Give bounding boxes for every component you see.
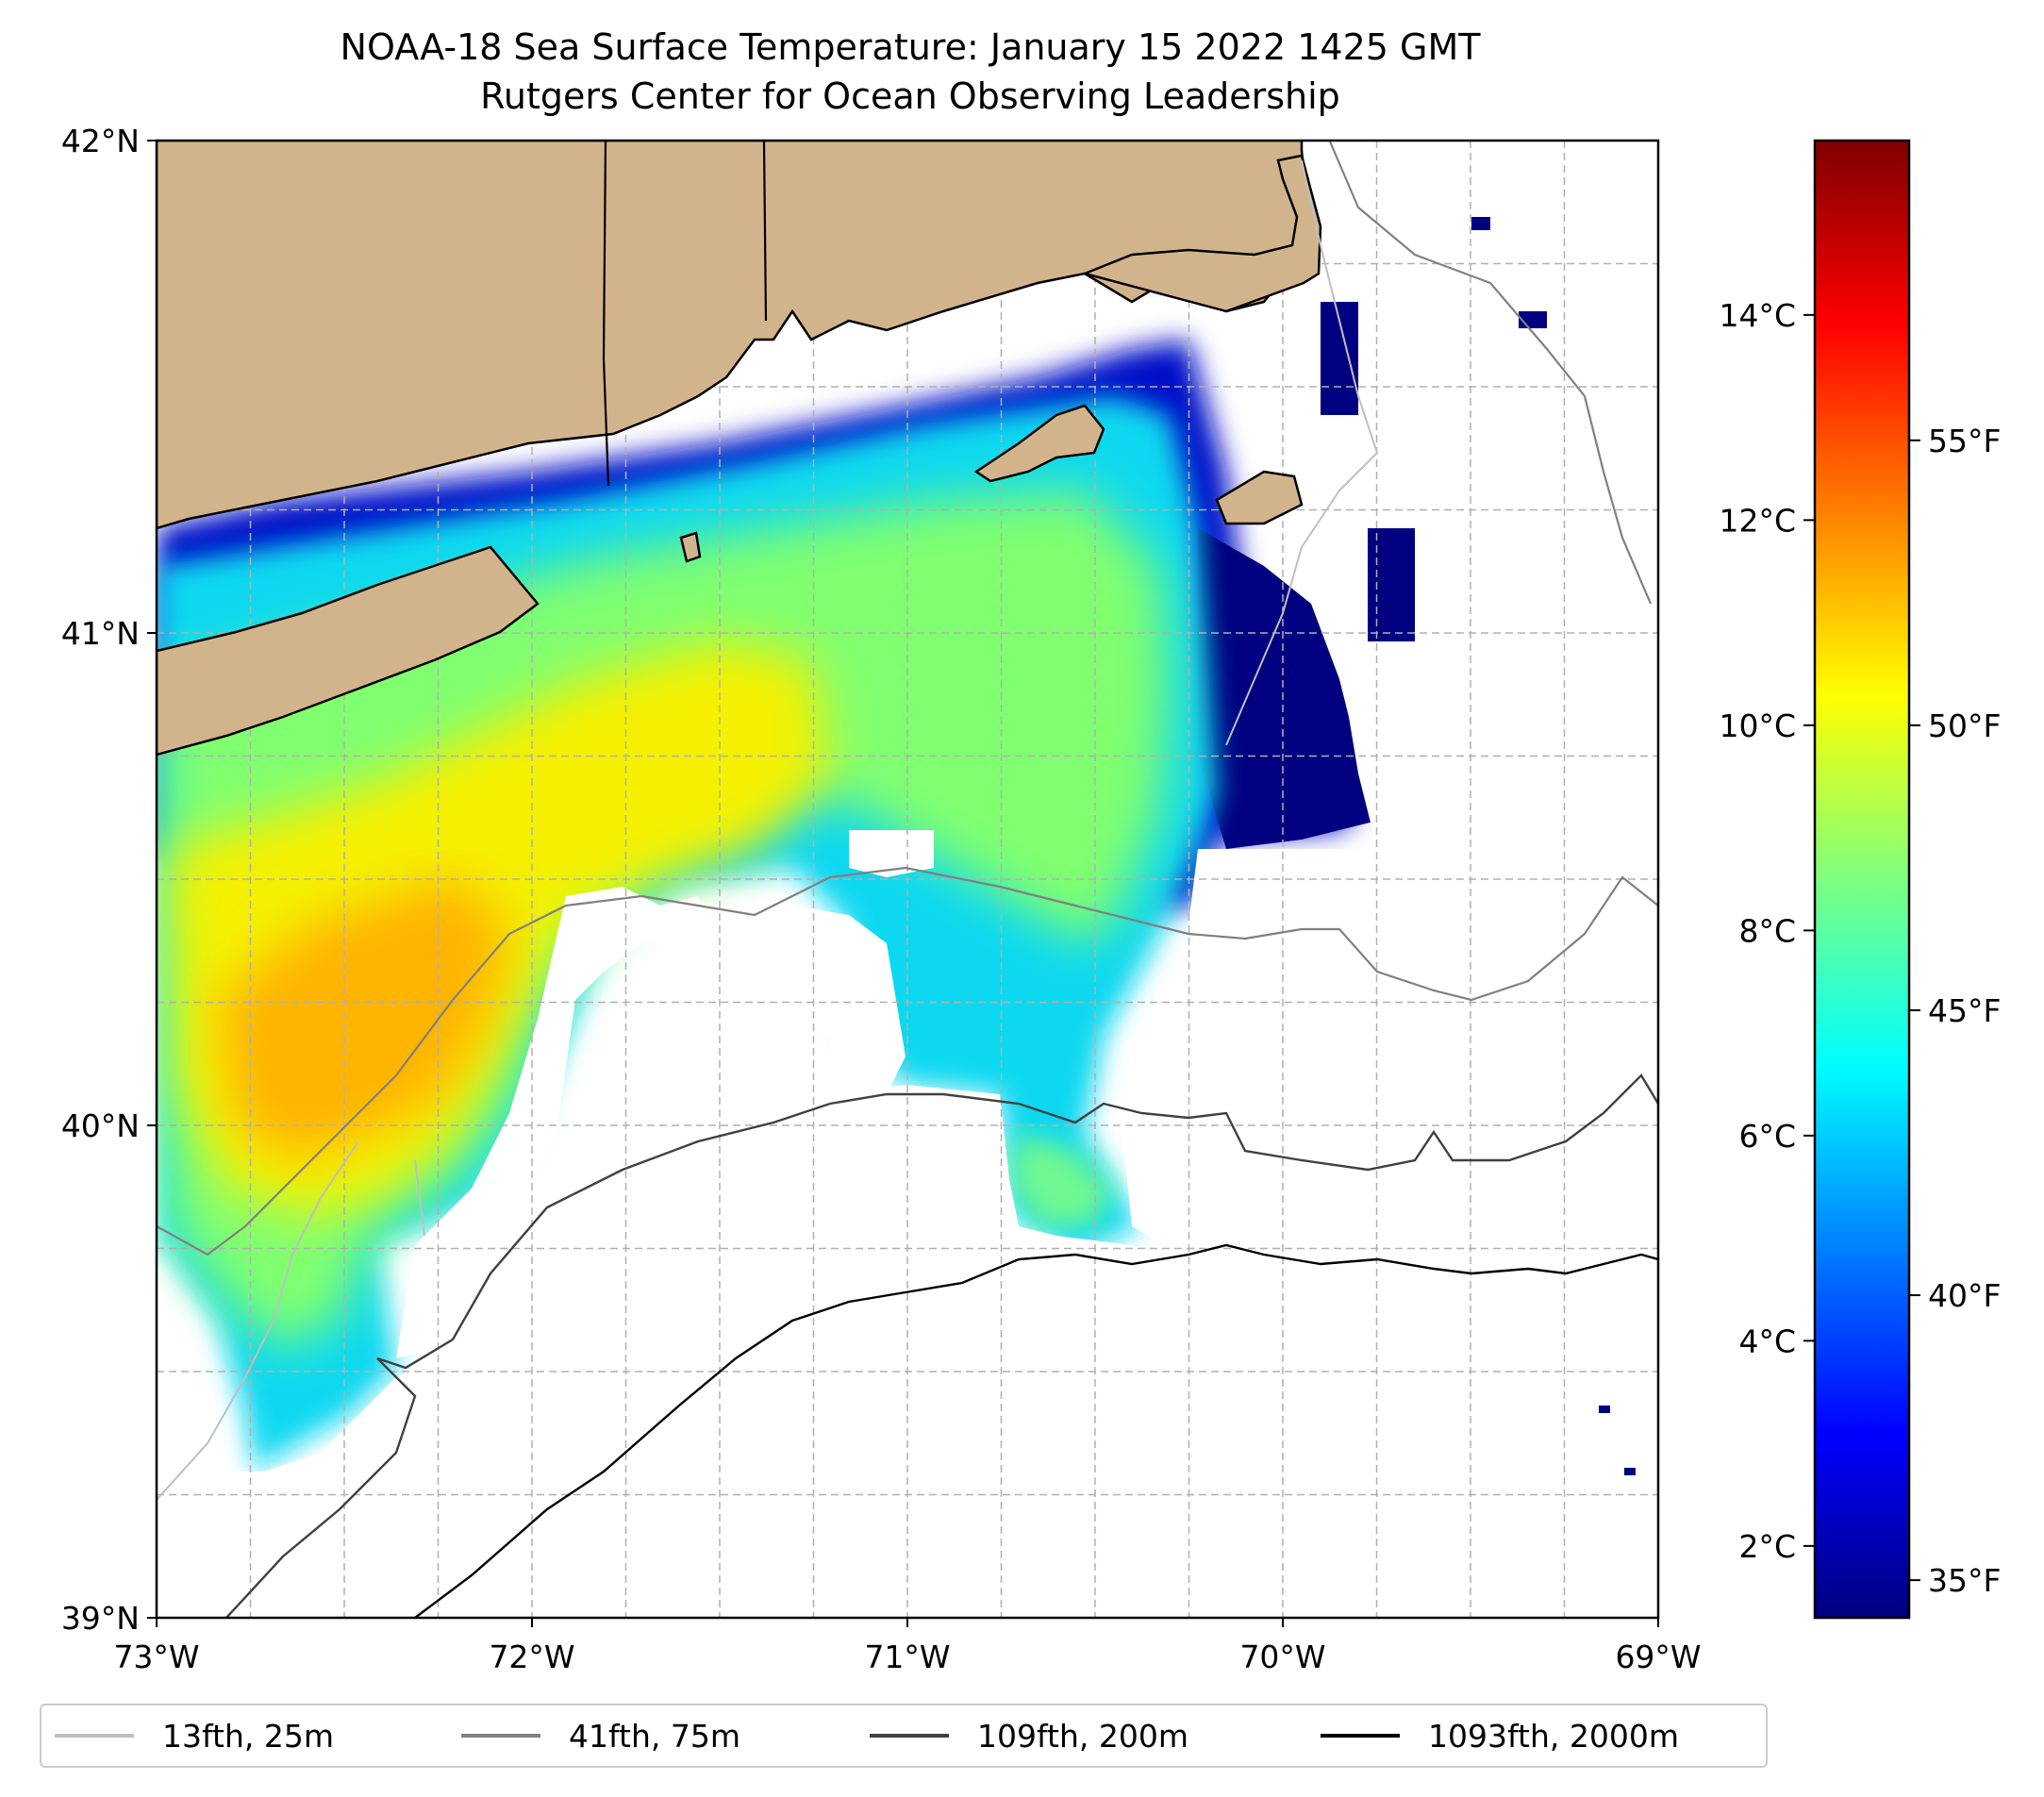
celsius-tick-label: 6°C <box>1738 1118 1796 1155</box>
lon-tick-label: 72°W <box>489 1639 574 1675</box>
fahrenheit-tick-label: 55°F <box>1928 423 2001 459</box>
land <box>157 141 1322 757</box>
lat-tick-label: 42°N <box>61 123 140 159</box>
lon-tick-label: 70°W <box>1239 1639 1325 1675</box>
colorbar-gradient <box>1813 139 1911 1620</box>
lat-tick-label: 41°N <box>61 615 140 652</box>
colorbar: 14°C 12°C 10°C 8°C 6°C 4°C 2°C 55°F 50°F 45°F 40°… <box>1719 139 2001 1620</box>
sst-green-south <box>1009 1132 1113 1226</box>
fahrenheit-tick-label: 35°F <box>1928 1562 2001 1599</box>
lon-axis: 73°W 72°W 71°W 70°W 69°W <box>113 1618 1702 1675</box>
sst-orange <box>217 877 509 1160</box>
contour-25m <box>157 159 1379 1501</box>
land-marthas-vineyard <box>973 404 1105 483</box>
colorbar-fahrenheit-axis: 55°F 50°F 45°F 40°F 35°F <box>1909 423 2001 1599</box>
lat-tick-label: 39°N <box>61 1600 140 1637</box>
sst-deep-cold <box>1198 528 1377 849</box>
legend-swatch <box>870 1734 949 1738</box>
sst-nodata-1 <box>396 887 906 1358</box>
legend-swatch <box>55 1734 134 1738</box>
legend-label: 1093fth, 2000m <box>1428 1717 1679 1755</box>
celsius-tick-label: 8°C <box>1738 912 1796 949</box>
sst-nodata-3 <box>157 1066 1179 1618</box>
lon-tick-label: 73°W <box>113 1639 199 1675</box>
map-title: NOAA-18 Sea Surface Temperature: January… <box>340 26 1481 68</box>
sst-nodata-2 <box>849 830 934 877</box>
fahrenheit-tick-label: 45°F <box>1928 992 2001 1029</box>
legend-swatch <box>461 1734 540 1738</box>
contour-200m <box>225 1073 1658 1618</box>
colorbar-celsius-axis: 14°C 12°C 10°C 8°C 6°C 4°C 2°C <box>1719 297 1815 1565</box>
sst-cold-patch <box>1471 217 1490 230</box>
celsius-tick-label: 10°C <box>1719 707 1796 744</box>
celsius-tick-label: 2°C <box>1738 1528 1796 1565</box>
land-nantucket <box>1215 470 1304 525</box>
fahrenheit-tick-label: 40°F <box>1928 1277 2001 1314</box>
land-block-island <box>679 531 702 563</box>
legend-item-75m: 41fth, 75m <box>461 1705 740 1766</box>
state-borders <box>602 141 768 487</box>
fahrenheit-tick-label: 50°F <box>1928 707 2001 744</box>
legend-label: 109fth, 200m <box>977 1717 1188 1755</box>
border-ct-ri <box>762 141 768 322</box>
legend-label: 41fth, 75m <box>569 1717 740 1755</box>
land-cape-cod <box>1081 154 1322 313</box>
lon-tick-label: 71°W <box>864 1639 950 1675</box>
sst-cold-patch <box>1624 1468 1636 1475</box>
land-long-island <box>157 545 540 757</box>
contour-legend: 13fth, 25m 41fth, 75m 109fth, 200m 1093f… <box>40 1704 1768 1768</box>
legend-label: 13fth, 25m <box>162 1717 334 1755</box>
contour-2000m <box>414 1243 1658 1618</box>
lat-axis: 42°N 41°N 40°N 39°N <box>61 123 157 1637</box>
celsius-tick-label: 14°C <box>1719 297 1796 334</box>
sst-cold-patch <box>1368 528 1415 641</box>
map-subtitle: Rutgers Center for Ocean Observing Leade… <box>480 75 1340 117</box>
legend-item-25m: 13fth, 25m <box>55 1705 334 1766</box>
bathymetry-contours <box>157 141 1658 1618</box>
sst-nodata-4 <box>1122 849 1658 1618</box>
legend-swatch <box>1321 1734 1400 1738</box>
celsius-tick-label: 4°C <box>1738 1323 1796 1359</box>
celsius-tick-label: 12°C <box>1719 502 1796 539</box>
map-panel <box>157 141 1658 1618</box>
legend-item-200m: 109fth, 200m <box>870 1705 1188 1766</box>
legend-item-2000m: 1093fth, 2000m <box>1321 1705 1679 1766</box>
contour-75m <box>157 141 1658 1256</box>
lon-tick-label: 69°W <box>1615 1639 1701 1675</box>
border-ny-ct <box>602 141 610 487</box>
sst-cold-patch <box>1599 1406 1610 1413</box>
lat-tick-label: 40°N <box>61 1107 140 1144</box>
